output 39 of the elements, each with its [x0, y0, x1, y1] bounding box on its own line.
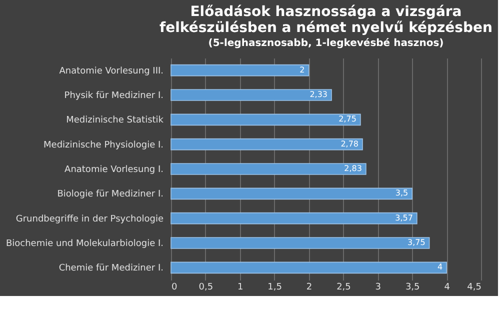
y-tick-label: Physik für Mediziner I. [64, 91, 164, 101]
data-label: 3,5 [395, 188, 408, 198]
bar [170, 212, 418, 224]
bar [170, 114, 361, 126]
bar [170, 138, 363, 150]
y-tick-label: Biochemie und Molekularbiologie I. [6, 239, 164, 249]
x-tick-label: 1,5 [268, 282, 282, 292]
bar [170, 262, 447, 274]
data-label: 3,57 [395, 213, 413, 222]
bar [170, 188, 413, 200]
x-tick-label: 3,5 [405, 282, 420, 292]
x-tick-label: 0,5 [198, 282, 214, 292]
bar [170, 237, 430, 249]
bar [170, 163, 366, 175]
y-tick-label: Grundbegriffe in der Psychologie [16, 214, 164, 224]
y-tick-label: Medizinische Statistik [66, 116, 164, 126]
x-tick-label: 1 [238, 282, 244, 292]
bar [170, 64, 310, 76]
y-tick-label: Biologie für Mediziner I. [57, 190, 164, 200]
y-tick-label: Medizinische Physiologie I. [44, 140, 164, 150]
x-tick-label: 0 [172, 282, 178, 292]
x-tick-label: 2 [306, 282, 312, 292]
data-label: 4 [437, 262, 443, 272]
x-tick-label: 3 [375, 282, 382, 292]
chart-title: Előadások hasznossága a vizsgára felkészülésben a német nyelvű képzésben [160, 4, 492, 36]
y-tick-label: Anatomie Vorlesung I. [64, 165, 164, 175]
x-tick-label: 2,5 [336, 282, 351, 292]
data-label: 2 [300, 65, 305, 74]
bar [170, 89, 332, 101]
data-label: 2,83 [344, 164, 362, 173]
data-label: 2,78 [340, 139, 359, 148]
y-tick-label: Chemie für Mediziner I. [58, 264, 164, 274]
y-tick-label: Anatomie Vorlesung III. [59, 66, 164, 76]
chart-subtitle: (5-leghasznosabb, 1-legkevésbé hasznos) [208, 38, 444, 49]
data-label: 2,33 [310, 90, 328, 99]
data-label: 2,75 [338, 114, 356, 124]
data-label: 3,75 [408, 238, 426, 247]
x-tick-label: 4,5 [467, 282, 482, 292]
x-tick-label: 4 [444, 282, 450, 292]
